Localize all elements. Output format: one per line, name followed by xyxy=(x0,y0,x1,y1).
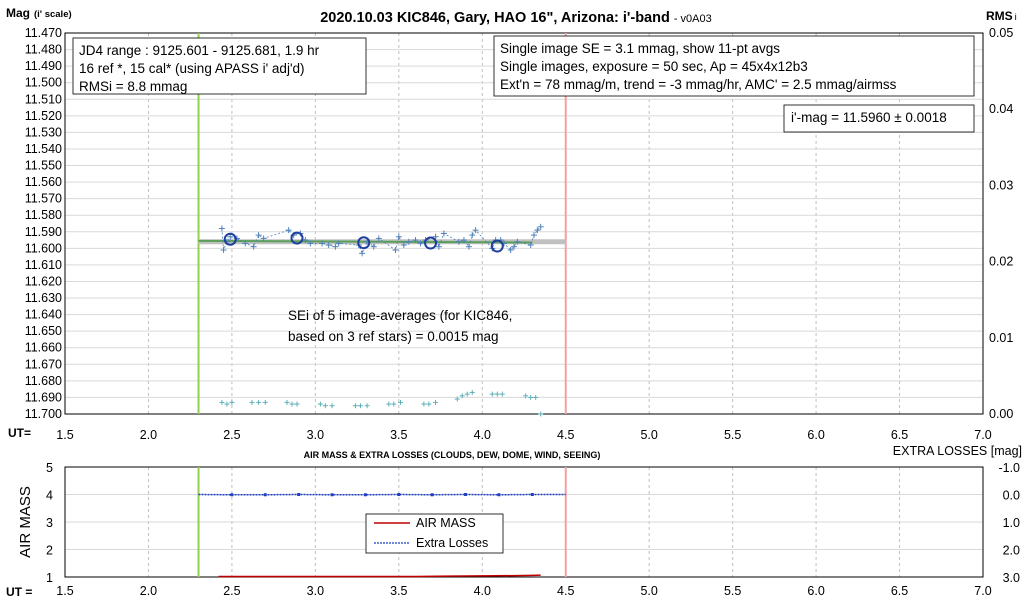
y-tick-label: 11.500 xyxy=(25,76,62,90)
y-tick-label: 11.690 xyxy=(25,390,62,404)
x-tick-label: 3.5 xyxy=(390,584,407,598)
y-tick-label: 11.510 xyxy=(25,92,62,106)
airmass-tick-label: 1 xyxy=(46,571,53,585)
extra-losses-tick-label: 2.0 xyxy=(1003,544,1020,558)
legend-label-extra-losses: Extra Losses xyxy=(416,536,488,550)
x-tick-label: 6.5 xyxy=(891,584,908,598)
y-tick-label: 11.480 xyxy=(25,43,62,57)
x-tick-label: 3.5 xyxy=(390,428,407,442)
x-tick-label: 7.0 xyxy=(974,428,991,442)
y2-tick-label: 0.00 xyxy=(989,407,1013,421)
x-tick-label: 3.0 xyxy=(307,428,324,442)
main-chart: 2020.10.03 KIC846, Gary, HAO 16", Arizon… xyxy=(6,6,1017,442)
airmass-tick-label: 5 xyxy=(46,461,53,475)
legend-label-airmass: AIR MASS xyxy=(416,516,476,530)
x-tick-label: 4.5 xyxy=(557,428,574,442)
info-box-right-line: Single images, exposure = 50 sec, Ap = 4… xyxy=(500,59,808,74)
y-axis-title: Mag (i' scale) xyxy=(6,6,72,20)
y-tick-label: 11.520 xyxy=(25,109,62,123)
y-tick-label: 11.700 xyxy=(25,407,62,421)
x-tick-label: 2.5 xyxy=(223,428,240,442)
x-tick-label: 5.0 xyxy=(640,428,657,442)
info-box-right-line: Ext'n = 78 mmag/m, trend = -3 mmag/hr, A… xyxy=(500,77,897,92)
y-axis-title-main: Mag xyxy=(6,6,30,20)
airmass-chart-title: AIR MASS & EXTRA LOSSES (CLOUDS, DEW, DO… xyxy=(304,450,601,460)
y-tick-label: 11.560 xyxy=(25,175,62,189)
mag-result-box: i'-mag = 11.5960 ± 0.0018 xyxy=(784,105,974,132)
y2-tick-label: 0.02 xyxy=(989,255,1013,269)
info-box-left-line: JD4 range : 9125.601 - 9125.681, 1.9 hr xyxy=(79,43,320,58)
extra-losses-tick-label: -1.0 xyxy=(998,461,1020,475)
y-tick-label: 11.600 xyxy=(25,241,62,255)
chart-title-version: - v0A03 xyxy=(674,13,712,25)
x-axis-prefix: UT = xyxy=(6,585,32,599)
airmass-tick-label: 3 xyxy=(46,516,53,530)
mag-result-box-line: i'-mag = 11.5960 ± 0.0018 xyxy=(791,110,947,125)
y-tick-label: 11.590 xyxy=(25,225,62,239)
y-tick-label: 11.640 xyxy=(25,308,62,322)
sei-annotation-line: based on 3 ref stars) = 0.0015 mag xyxy=(288,329,499,344)
x-tick-label: 2.0 xyxy=(140,584,157,598)
x-tick-label: 6.0 xyxy=(807,428,824,442)
info-box-right-line: Single image SE = 3.1 mmag, show 11-pt a… xyxy=(500,41,780,56)
y-tick-label: 11.660 xyxy=(25,341,62,355)
x-tick-label: 3.0 xyxy=(307,584,324,598)
x-tick-label: 5.5 xyxy=(724,584,741,598)
y-tick-label: 11.670 xyxy=(25,357,62,371)
airmass-chart: AIR MASS & EXTRA LOSSES (CLOUDS, DEW, DO… xyxy=(6,444,1022,599)
extra-losses-axis-title: EXTRA LOSSES [mag] xyxy=(893,444,1022,458)
y-tick-label: 11.630 xyxy=(25,291,62,305)
extra-losses-tick-label: 0.0 xyxy=(1003,489,1020,503)
x-tick-label: 4.5 xyxy=(557,584,574,598)
y-tick-label: 11.650 xyxy=(25,324,62,338)
x-axis-prefix: UT= xyxy=(8,426,31,440)
y2-tick-label: 0.01 xyxy=(989,331,1013,345)
y-tick-label: 11.490 xyxy=(25,59,62,73)
y2-tick-label: 0.03 xyxy=(989,178,1013,192)
info-box-left-line: RMSi = 8.8 mmag xyxy=(79,79,187,94)
x-tick-label: 1.5 xyxy=(56,584,73,598)
y-tick-label: 11.680 xyxy=(25,374,62,388)
y-axis-title-sub: (i' scale) xyxy=(34,9,72,20)
x-tick-label: 2.0 xyxy=(140,428,157,442)
y2-axis-title-sub: i xyxy=(1015,12,1017,23)
y-tick-label: 11.620 xyxy=(25,274,62,288)
airmass-line xyxy=(219,575,541,576)
chart-title: 2020.10.03 KIC846, Gary, HAO 16", Arizon… xyxy=(320,10,712,26)
info-box-left: JD4 range : 9125.601 - 9125.681, 1.9 hr 1… xyxy=(73,38,366,94)
y-tick-label: 11.580 xyxy=(25,208,62,222)
extra-losses-tick-label: 3.0 xyxy=(1003,571,1020,585)
y-tick-label: 11.540 xyxy=(25,142,62,156)
x-tick-label: 5.0 xyxy=(640,584,657,598)
y2-tick-label: 0.05 xyxy=(989,26,1013,40)
airmass-tick-label: 4 xyxy=(46,489,53,503)
y-tick-label: 11.530 xyxy=(25,125,62,139)
y-tick-label: 11.610 xyxy=(25,258,62,272)
info-box-left-line: 16 ref *, 15 cal* (using APASS i' adj'd) xyxy=(79,61,305,76)
x-tick-label: 2.5 xyxy=(223,584,240,598)
y2-axis-title-main: RMS xyxy=(986,9,1013,23)
y-tick-label: 11.550 xyxy=(25,159,62,173)
x-tick-label: 7.0 xyxy=(974,584,991,598)
chart-title-main: 2020.10.03 KIC846, Gary, HAO 16", Arizon… xyxy=(320,10,670,26)
airmass-axis-title: AIR MASS xyxy=(17,486,34,558)
x-tick-label: 5.5 xyxy=(724,428,741,442)
x-tick-label: 6.5 xyxy=(891,428,908,442)
extra-losses-tick-label: 1.0 xyxy=(1003,516,1020,530)
airmass-tick-label: 2 xyxy=(46,544,53,558)
y2-tick-label: 0.04 xyxy=(989,102,1013,116)
sei-annotation-line: SEi of 5 image-averages (for KIC846, xyxy=(288,308,512,323)
info-box-right: Single image SE = 3.1 mmag, show 11-pt a… xyxy=(494,36,974,96)
x-tick-label: 1.5 xyxy=(56,428,73,442)
y-tick-label: 11.570 xyxy=(25,192,62,206)
x-tick-label: 4.0 xyxy=(474,584,491,598)
x-tick-label: 6.0 xyxy=(807,584,824,598)
x-tick-label: 4.0 xyxy=(474,428,491,442)
airmass-legend: AIR MASS Extra Losses xyxy=(366,514,503,553)
y-tick-label: 11.470 xyxy=(25,26,62,40)
